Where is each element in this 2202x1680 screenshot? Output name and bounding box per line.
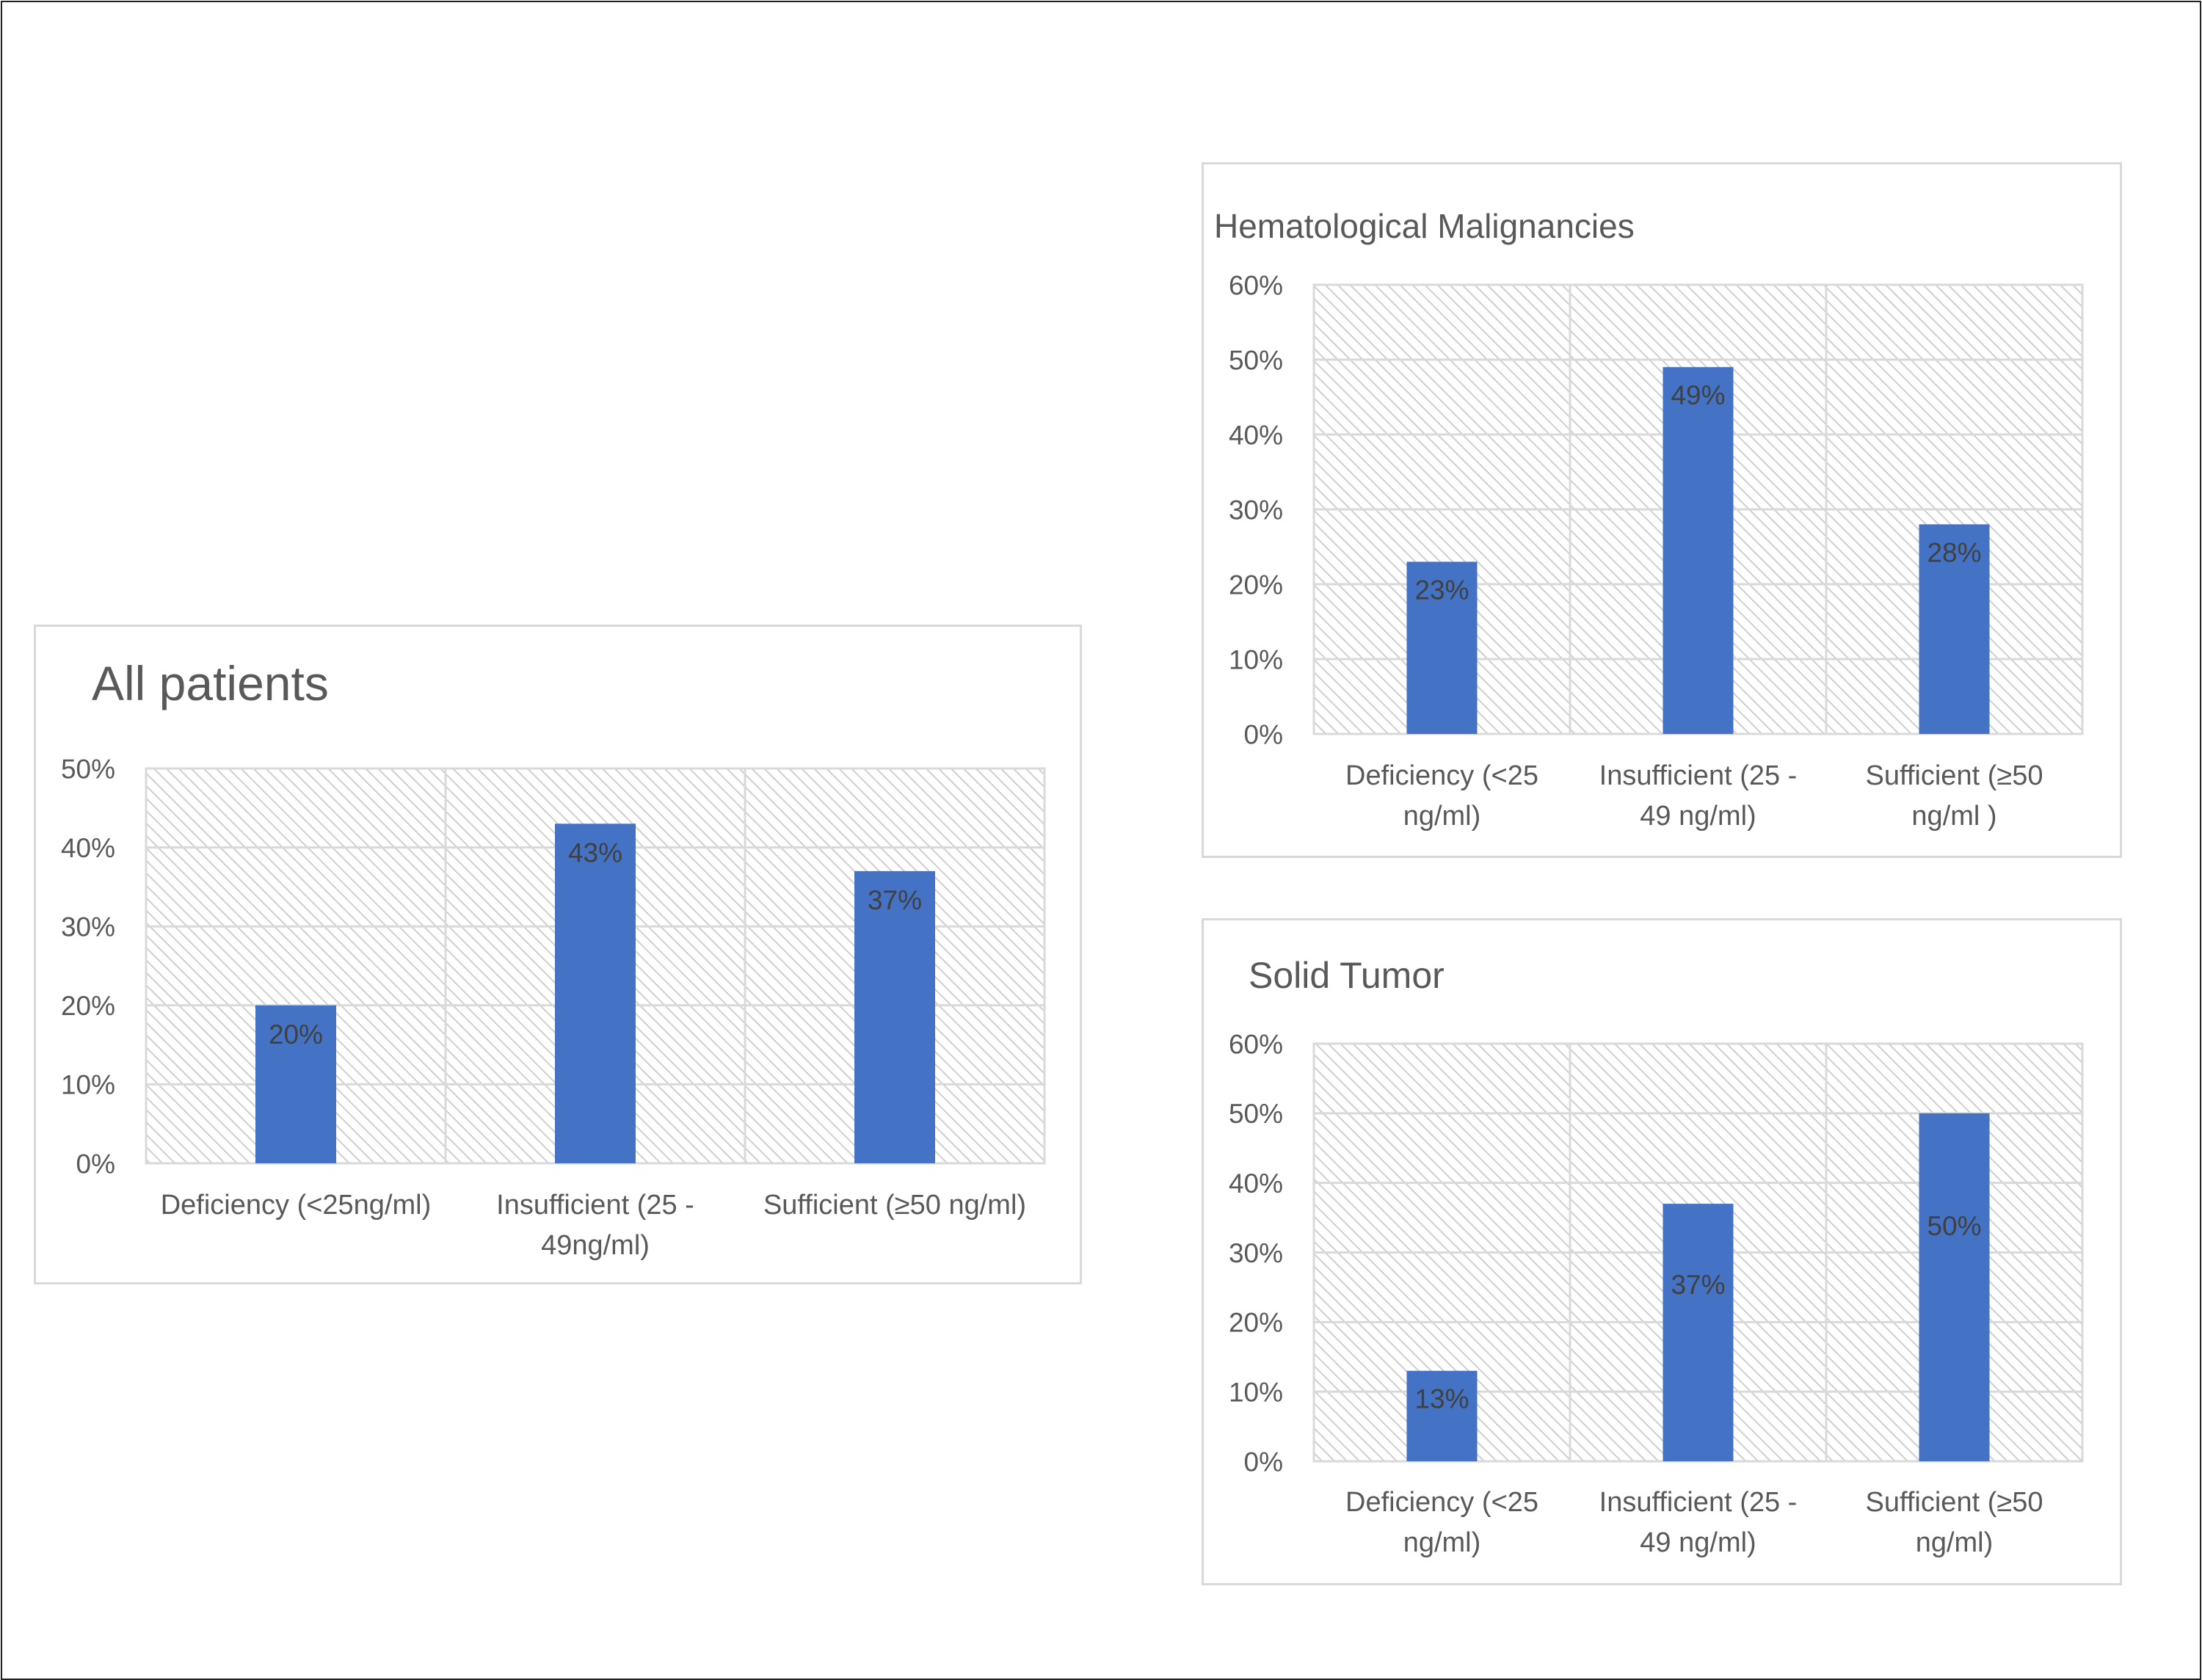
category-label-2: Insufficient (25 -49 ng/ml) [1599, 1487, 1798, 1558]
y-tick-label: 20% [1229, 1308, 1283, 1338]
bar-2 [1663, 1204, 1734, 1461]
data-label-3: 50% [1927, 1211, 1981, 1241]
category-label-3: Sufficient (≥50 ng/ml ) [1866, 760, 2043, 832]
bar-3 [1919, 1113, 1990, 1461]
data-label-3: 37% [868, 885, 922, 915]
data-label-2: 49% [1671, 380, 1725, 410]
data-label-2: 43% [568, 837, 622, 868]
chart-hematological-malignancies: Hematological Malignancies 0% 10% 20% 30% 40%… [1202, 162, 2122, 858]
y-tick-label: 10% [1229, 644, 1283, 674]
y-tick-label: 20% [1229, 570, 1283, 600]
category-label-2: Insufficient (25 -49ng/ml) [496, 1190, 694, 1261]
category-label-3: Sufficient (≥50 ng/ml) [763, 1190, 1026, 1221]
data-label-1: 13% [1414, 1384, 1469, 1414]
chart-title: Hematological Malignancies [1214, 207, 1635, 245]
y-tick-label: 10% [1229, 1377, 1283, 1407]
y-tick-label: 40% [1229, 1168, 1283, 1199]
bar-1 [1406, 1370, 1478, 1461]
data-label-3: 28% [1927, 537, 1981, 567]
category-label-3: Sufficient (≥50 ng/ml) [1866, 1487, 2043, 1558]
chart-hematological-malignancies-svg: Hematological Malignancies 0% 10% 20% 30% 40%… [1214, 207, 2084, 832]
bar-1 [255, 1005, 336, 1163]
y-tick-label: 10% [61, 1070, 115, 1100]
data-label-1: 23% [1414, 575, 1469, 605]
chart-all-patients: All patients 0% 10% 20% 30% 40% 50% 20% Deficien… [34, 625, 1082, 1284]
data-label-1: 20% [269, 1019, 323, 1050]
y-tick-label: 0% [1244, 1447, 1283, 1477]
y-tick-label: 30% [1229, 1238, 1283, 1268]
y-tick-label: 0% [1244, 719, 1283, 749]
chart-solid-tumor: Solid Tumor 0% 10% 20% 30% 40% 50% 60% 13% Defici… [1202, 918, 2122, 1585]
chart-title: All patients [92, 656, 329, 710]
chart-solid-tumor-svg: Solid Tumor 0% 10% 20% 30% 40% 50% 60% 13% Defici… [1229, 955, 2084, 1558]
category-label-2: Insufficient (25 -49 ng/ml) [1599, 760, 1798, 832]
category-label-1: Deficiency (<25ng/ml) [161, 1190, 432, 1221]
chart-title: Solid Tumor [1249, 955, 1445, 996]
chart-all-patients-svg: All patients 0% 10% 20% 30% 40% 50% 20% Deficien… [61, 656, 1046, 1261]
bar-3 [854, 870, 935, 1163]
y-tick-label: 40% [1229, 420, 1283, 450]
y-tick-label: 40% [61, 833, 115, 863]
bar-3 [1919, 524, 1990, 734]
y-tick-label: 50% [1229, 1099, 1283, 1129]
y-tick-label: 0% [76, 1149, 115, 1179]
bar-2 [1663, 367, 1734, 734]
y-tick-label: 50% [61, 754, 115, 784]
data-label-2: 37% [1671, 1270, 1725, 1300]
y-tick-label: 20% [61, 991, 115, 1021]
y-tick-label: 50% [1229, 345, 1283, 375]
y-tick-label: 30% [61, 912, 115, 942]
y-tick-label: 60% [1229, 270, 1283, 300]
bar-2 [555, 823, 636, 1163]
bar-1 [1406, 561, 1478, 734]
y-tick-label: 30% [1229, 495, 1283, 525]
y-tick-label: 60% [1229, 1029, 1283, 1059]
